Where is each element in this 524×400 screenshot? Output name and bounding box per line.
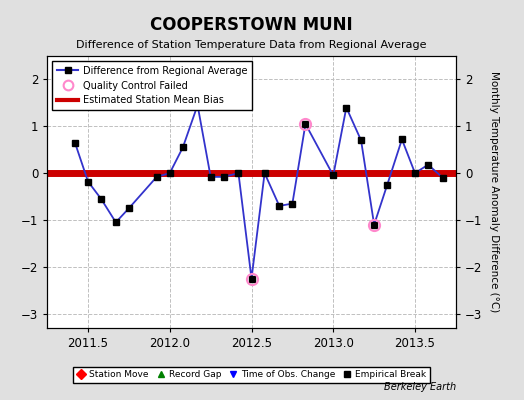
Legend: Station Move, Record Gap, Time of Obs. Change, Empirical Break: Station Move, Record Gap, Time of Obs. C… [73, 367, 430, 383]
Text: Berkeley Earth: Berkeley Earth [384, 382, 456, 392]
Text: Difference of Station Temperature Data from Regional Average: Difference of Station Temperature Data f… [77, 40, 427, 50]
Y-axis label: Monthly Temperature Anomaly Difference (°C): Monthly Temperature Anomaly Difference (… [489, 71, 499, 312]
Text: COOPERSTOWN MUNI: COOPERSTOWN MUNI [150, 16, 353, 34]
